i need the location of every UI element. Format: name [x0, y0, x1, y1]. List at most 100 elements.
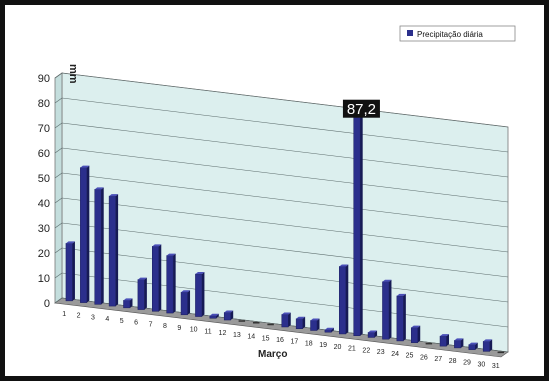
bar-side: [489, 339, 493, 352]
gridlines: [54, 72, 509, 353]
bar-top: [411, 325, 421, 328]
bar: [353, 117, 361, 336]
x-tick-label: 25: [406, 353, 414, 360]
bar-side: [158, 244, 162, 312]
bar-top: [166, 253, 176, 256]
gridline: [61, 147, 509, 203]
x-tick-label: 27: [434, 356, 442, 363]
bar-side: [187, 290, 191, 315]
legend-box: [399, 25, 516, 42]
gridline: [61, 97, 509, 153]
bar-top: [209, 313, 219, 316]
x-tick-label: 18: [305, 340, 313, 347]
bar-side: [288, 312, 291, 327]
x-tick-label: 30: [478, 361, 486, 368]
x-tick-label: 22: [362, 347, 370, 354]
y-tick-label: 20: [38, 248, 50, 260]
y-tick-label: 90: [38, 73, 50, 85]
x-tick-label: 8: [163, 323, 167, 330]
gridline-side: [54, 172, 63, 179]
bar-side: [360, 115, 363, 336]
bar-top: [123, 298, 133, 301]
bar-top: [310, 318, 320, 321]
bar-side: [302, 316, 306, 329]
bar-side: [403, 293, 406, 341]
bar-side: [115, 194, 119, 307]
y-axis-ticks: 0 10 20 30 40 50 60 70 80 90: [38, 73, 50, 310]
bar-side: [173, 253, 176, 314]
y-tick-label: 80: [38, 98, 50, 110]
bar-side: [317, 318, 320, 331]
bar-side: [475, 342, 478, 350]
annotation-label: 87,2: [347, 101, 376, 118]
x-tick-label: 1: [62, 311, 66, 318]
bar-top: [396, 293, 406, 296]
bar-side: [144, 277, 147, 310]
bar-side: [72, 241, 75, 301]
bar-side: [388, 279, 392, 340]
bar-side: [101, 187, 104, 305]
bar: [367, 332, 375, 338]
bar-side: [374, 330, 378, 338]
legend-label: Precipitação diária: [417, 30, 483, 39]
bar-top: [281, 312, 291, 315]
y-tick-label: 60: [38, 148, 50, 160]
bar-top: [152, 244, 162, 247]
bar: [65, 243, 73, 302]
x-axis-ticks: 1 2 3 4 5 6 7 8 9 10 11 12 13 14 15 16 17 18 19 20 21 22 23 24 2…: [62, 311, 500, 370]
x-tick-label: 2: [77, 313, 81, 320]
bar: [137, 279, 145, 310]
x-tick-label: 11: [204, 328, 211, 335]
gridline-side: [54, 272, 63, 279]
x-tick-label: 5: [120, 318, 124, 325]
bar-top: [382, 279, 392, 282]
bar-top: [65, 241, 75, 244]
bar-top: [80, 165, 90, 168]
bar: [439, 335, 447, 347]
annotation-box: [342, 99, 380, 118]
bar: [80, 167, 88, 303]
bar-top: [483, 339, 493, 342]
bar: [252, 322, 260, 324]
x-tick-label: 15: [262, 335, 270, 342]
x-tick-label: 20: [334, 344, 342, 351]
gridline: [61, 222, 509, 278]
x-tick-label: 7: [149, 321, 153, 328]
legend: Precipitação diária: [399, 25, 516, 42]
bar: [238, 320, 246, 322]
bar: [339, 266, 347, 335]
bar: [310, 320, 318, 331]
bar-top: [324, 327, 334, 330]
bar: [396, 295, 404, 342]
bar: [454, 340, 462, 349]
bar: [482, 341, 490, 352]
y-tick-label: 70: [38, 123, 50, 135]
x-tick-label: 16: [276, 337, 284, 344]
x-tick-label: 6: [134, 320, 138, 327]
bar-side: [201, 272, 205, 317]
x-tick-label: 4: [105, 316, 109, 323]
gridline-side: [54, 122, 63, 129]
y-axis-label: mm: [67, 64, 79, 84]
x-tick-label: 31: [492, 363, 500, 370]
bar: [497, 351, 505, 354]
bar: [425, 342, 433, 345]
bar: [410, 327, 418, 343]
gridline: [61, 247, 509, 303]
bar-top: [440, 334, 450, 337]
x-tick-label: 24: [391, 351, 399, 358]
y-tick-label: 10: [38, 273, 50, 285]
bar: [281, 314, 289, 328]
x-tick-label: 23: [377, 349, 385, 356]
bar-top: [468, 342, 478, 345]
bar-top: [181, 290, 191, 293]
bar-side: [230, 310, 234, 321]
gridline-side: [54, 97, 63, 104]
legend-swatch: [407, 30, 413, 36]
x-tick-label: 3: [91, 314, 95, 321]
bar: [468, 344, 476, 350]
bar-side: [460, 338, 464, 348]
x-tick-label: 9: [177, 325, 181, 332]
gridline-side: [54, 247, 63, 254]
